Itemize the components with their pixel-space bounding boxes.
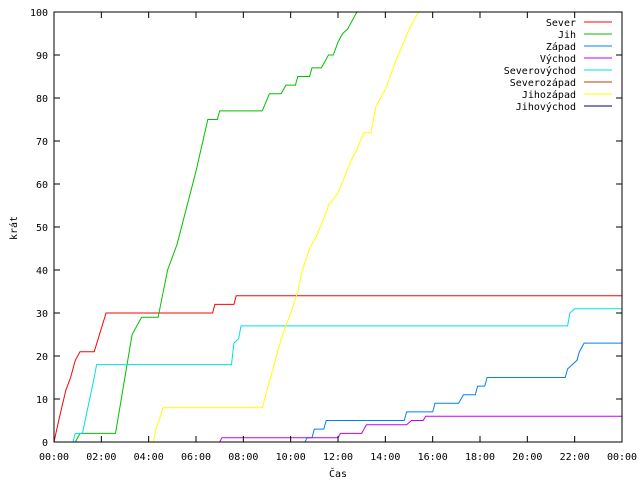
legend-label: Severovýchod: [504, 65, 576, 77]
series-line: [304, 342, 622, 443]
x-tick-label: 06:00: [181, 452, 211, 463]
legend-label: Sever: [546, 18, 576, 29]
plot-lines: [53, 11, 622, 443]
y-tick-label: 80: [36, 94, 48, 105]
x-tick-label: 12:00: [323, 452, 353, 463]
legend-label: Jih: [558, 30, 576, 41]
series-line: [72, 308, 622, 443]
x-tick-label: 00:00: [607, 452, 637, 463]
series-line: [74, 11, 358, 443]
y-tick-label: 20: [36, 352, 48, 363]
y-tick-label: 10: [36, 395, 48, 406]
legend-label: Východ: [540, 53, 576, 65]
legend: SeverJihZápadVýchodSeverovýchodSeverozáp…: [504, 18, 612, 113]
y-tick-label: 50: [36, 223, 48, 234]
x-tick-label: 10:00: [276, 452, 306, 463]
y-tick-label: 100: [30, 8, 48, 19]
legend-label: Severozápad: [510, 77, 576, 89]
x-tick-label: 14:00: [370, 452, 400, 463]
y-tick-label: 90: [36, 51, 48, 62]
x-tick-label: 04:00: [134, 452, 164, 463]
axis-ticks: [53, 11, 623, 443]
x-tick-label: 08:00: [228, 452, 258, 463]
x-tick-label: 02:00: [86, 452, 116, 463]
series-line: [152, 11, 419, 443]
y-axis-label: krát: [8, 216, 20, 240]
y-tick-label: 40: [36, 266, 48, 277]
y-tick-label: 0: [42, 438, 48, 449]
series-line: [53, 295, 622, 443]
y-tick-label: 30: [36, 309, 48, 320]
y-tick-label: 70: [36, 137, 48, 148]
x-axis-label: Čas: [329, 467, 347, 480]
x-tick-label: 22:00: [560, 452, 590, 463]
x-tick-label: 20:00: [512, 452, 542, 463]
legend-label: Jihozápad: [522, 89, 576, 101]
x-tick-label: 18:00: [465, 452, 495, 463]
y-tick-label: 60: [36, 180, 48, 191]
x-tick-label: 00:00: [39, 452, 69, 463]
legend-label: Západ: [546, 41, 576, 53]
series-line: [219, 415, 622, 443]
x-tick-label: 16:00: [418, 452, 448, 463]
legend-label: Jihovýchod: [516, 101, 576, 113]
axis-tick-labels: 00:00 02:00 04:00 06:00 08:00 10:00 12:00 14:00…: [30, 8, 637, 463]
